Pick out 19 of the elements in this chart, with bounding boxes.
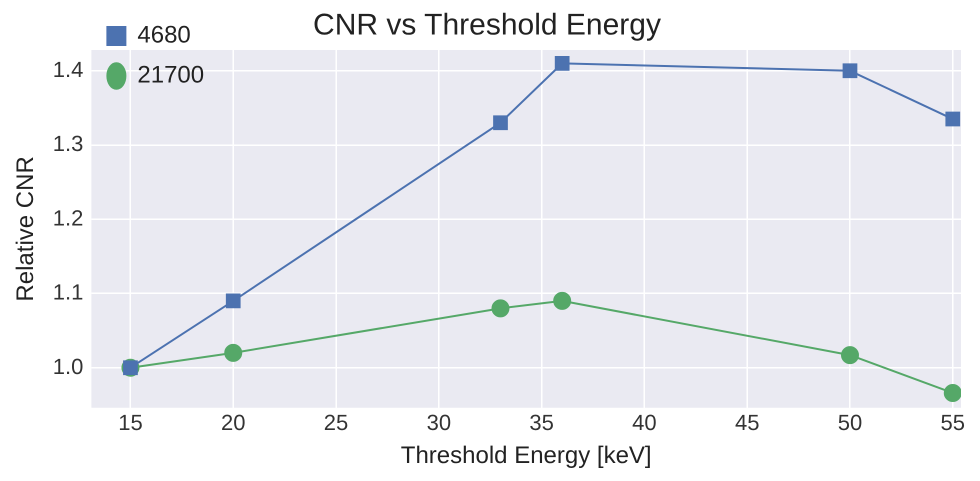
x-tick-label: 25 [324,410,348,436]
x-tick-label: 40 [632,410,657,436]
y-tick-label: 1.3 [52,131,84,156]
x-tick-label: 30 [426,410,452,436]
y-tick-label: 1.2 [52,205,84,230]
y-tick-label: 1.0 [52,354,84,379]
chart-title: CNR vs Threshold Energy [313,8,661,42]
x-tick-label: 15 [118,410,143,436]
x-tick-label: 55 [940,410,966,436]
y-tick-label: 1.4 [52,56,84,82]
x-tick-label: 45 [734,410,760,436]
x-tick-label: 50 [838,410,862,436]
legend-label: 4680 [137,22,191,49]
x-axis-title: Threshold Energy [keV] [400,442,652,470]
y-tick-label: 1.1 [52,280,84,305]
x-tick-label: 20 [220,410,246,436]
legend-label: 21700 [137,62,204,89]
y-axis-title: Relative CNR [12,156,40,302]
x-tick-label: 35 [529,410,554,436]
